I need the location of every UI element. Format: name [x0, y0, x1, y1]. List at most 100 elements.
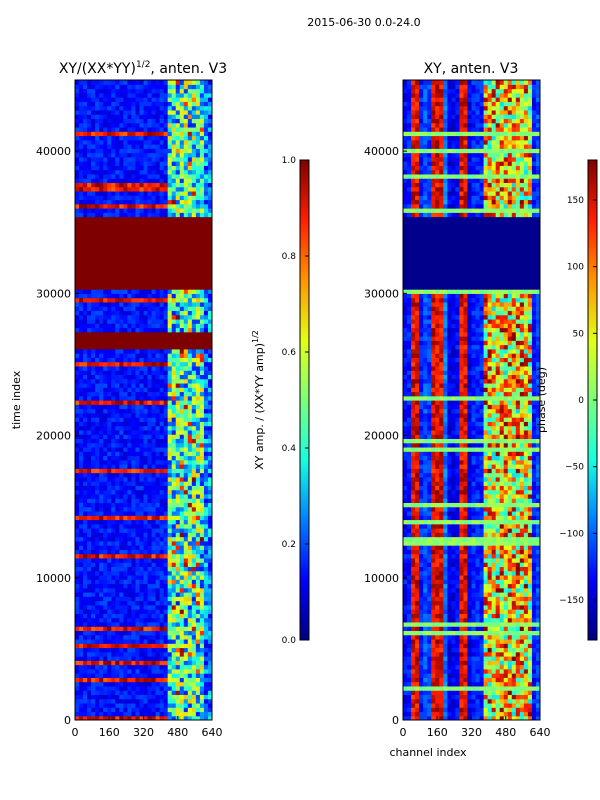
- heatmap1-cell: [199, 540, 205, 546]
- heatmap1-cell: [191, 284, 197, 290]
- heatmap1-cell: [187, 220, 193, 226]
- heatmap1-cell: [143, 557, 149, 563]
- heatmap1-cell: [79, 92, 84, 98]
- heatmap1-cell: [131, 621, 137, 627]
- heatmap1-cell: [159, 609, 165, 614]
- heatmap1-cell: [75, 318, 80, 324]
- heatmap1-cell: [155, 336, 161, 341]
- heatmap1-cell: [83, 502, 88, 508]
- heatmap1-cell: [123, 434, 128, 439]
- heatmap1-cell: [131, 711, 137, 717]
- heatmap1-cell: [207, 182, 212, 188]
- heatmap1-cell: [131, 229, 137, 235]
- heatmap1-cell: [151, 489, 157, 495]
- heatmap1-cell: [79, 485, 84, 491]
- heatmap1-cell: [131, 647, 137, 653]
- heatmap1-cell: [107, 353, 112, 358]
- heatmap1-cell: [95, 702, 100, 708]
- heatmap1-cell: [155, 613, 161, 619]
- heatmap1-cell: [183, 114, 189, 119]
- heatmap1-cell: [147, 651, 153, 657]
- heatmap1-cell: [175, 391, 181, 397]
- heatmap1-cell: [95, 656, 100, 661]
- heatmap1-cell: [95, 574, 100, 580]
- heatmap1-cell: [87, 446, 92, 452]
- heatmap1-cell: [99, 382, 104, 388]
- heatmap1-cell: [199, 579, 205, 585]
- heatmap1-cell: [187, 314, 193, 320]
- heatmap1-cell: [135, 374, 141, 380]
- heatmap1-cell: [127, 434, 133, 439]
- heatmap1-cell: [111, 472, 116, 478]
- heatmap1-cell: [187, 677, 193, 683]
- heatmap1-cell: [139, 318, 145, 324]
- heatmap1-cell: [79, 673, 84, 678]
- heatmap1-cell: [123, 387, 128, 393]
- heatmap1-cell: [159, 715, 165, 720]
- heatmap1-cell: [99, 314, 104, 320]
- heatmap1-cell: [103, 681, 108, 687]
- heatmap1-cell: [91, 660, 96, 666]
- heatmap1-cell: [79, 711, 84, 717]
- heatmap1-cell: [127, 284, 133, 290]
- heatmap1-cell: [87, 647, 92, 653]
- heatmap1-cell: [127, 446, 133, 452]
- heatmap1-cell: [127, 536, 133, 542]
- heatmap1-cell: [191, 698, 197, 704]
- heatmap1-cell: [127, 566, 133, 572]
- heatmap1-cell: [123, 510, 128, 516]
- heatmap1-cell: [147, 476, 153, 482]
- heatmap1-cell: [119, 472, 124, 478]
- heatmap1-cell: [79, 374, 84, 380]
- heatmap1-cell: [159, 357, 165, 363]
- heatmap1-cell: [171, 92, 177, 98]
- heatmap1-cell: [151, 604, 157, 610]
- heatmap1-cell: [187, 178, 193, 183]
- heatmap1-cell: [175, 523, 181, 529]
- heatmap1-cell: [155, 148, 161, 154]
- heatmap1-cell: [95, 233, 100, 239]
- heatmap1-cell: [99, 506, 104, 512]
- heatmap1-cell: [175, 284, 181, 290]
- heatmap1-cell: [107, 118, 112, 124]
- heatmap1-cell: [79, 442, 84, 448]
- heatmap1-cell: [83, 715, 88, 720]
- heatmap1-cell: [115, 425, 120, 431]
- heatmap1-cell: [79, 272, 84, 277]
- heatmap1-cell: [139, 545, 145, 550]
- heatmap1-cell: [119, 216, 124, 222]
- heatmap1-cell: [91, 664, 96, 670]
- heatmap1-cell: [103, 97, 108, 102]
- heatmap1-cell: [119, 237, 124, 243]
- heatmap1-cell: [83, 233, 88, 239]
- heatmap1-cell: [139, 382, 145, 388]
- heatmap1-cell: [115, 220, 120, 226]
- heatmap1-cell: [179, 459, 185, 465]
- heatmap1-cell: [143, 707, 149, 713]
- heatmap1-cell: [195, 250, 201, 256]
- heatmap1-cell: [143, 374, 149, 380]
- heatmap1-cell: [207, 314, 212, 320]
- heatmap1-cell: [99, 604, 104, 610]
- heatmap1-cell: [163, 702, 169, 708]
- heatmap1-cell: [87, 493, 92, 499]
- heatmap1-cell: [179, 199, 185, 205]
- heatmap1-cell: [203, 259, 209, 265]
- heatmap1-cell: [75, 677, 80, 683]
- heatmap1-cell: [183, 139, 189, 145]
- heatmap1-cell: [123, 105, 128, 111]
- heatmap1-cell: [83, 408, 88, 414]
- heatmap1-cell: [115, 182, 120, 188]
- heatmap1-cell: [131, 186, 137, 192]
- heatmap1-cell: [151, 280, 157, 286]
- heatmap1-cell: [87, 152, 92, 158]
- heatmap1-cell: [155, 114, 161, 119]
- heatmap1-cell: [75, 267, 80, 273]
- heatmap1-cell: [147, 199, 153, 205]
- heatmap1-cell: [79, 114, 84, 119]
- heatmap1-cell: [171, 540, 177, 546]
- heatmap1-cell: [99, 327, 104, 333]
- heatmap1-cell: [147, 553, 153, 559]
- heatmap1-cell: [79, 681, 84, 687]
- heatmap1-cell: [131, 327, 137, 333]
